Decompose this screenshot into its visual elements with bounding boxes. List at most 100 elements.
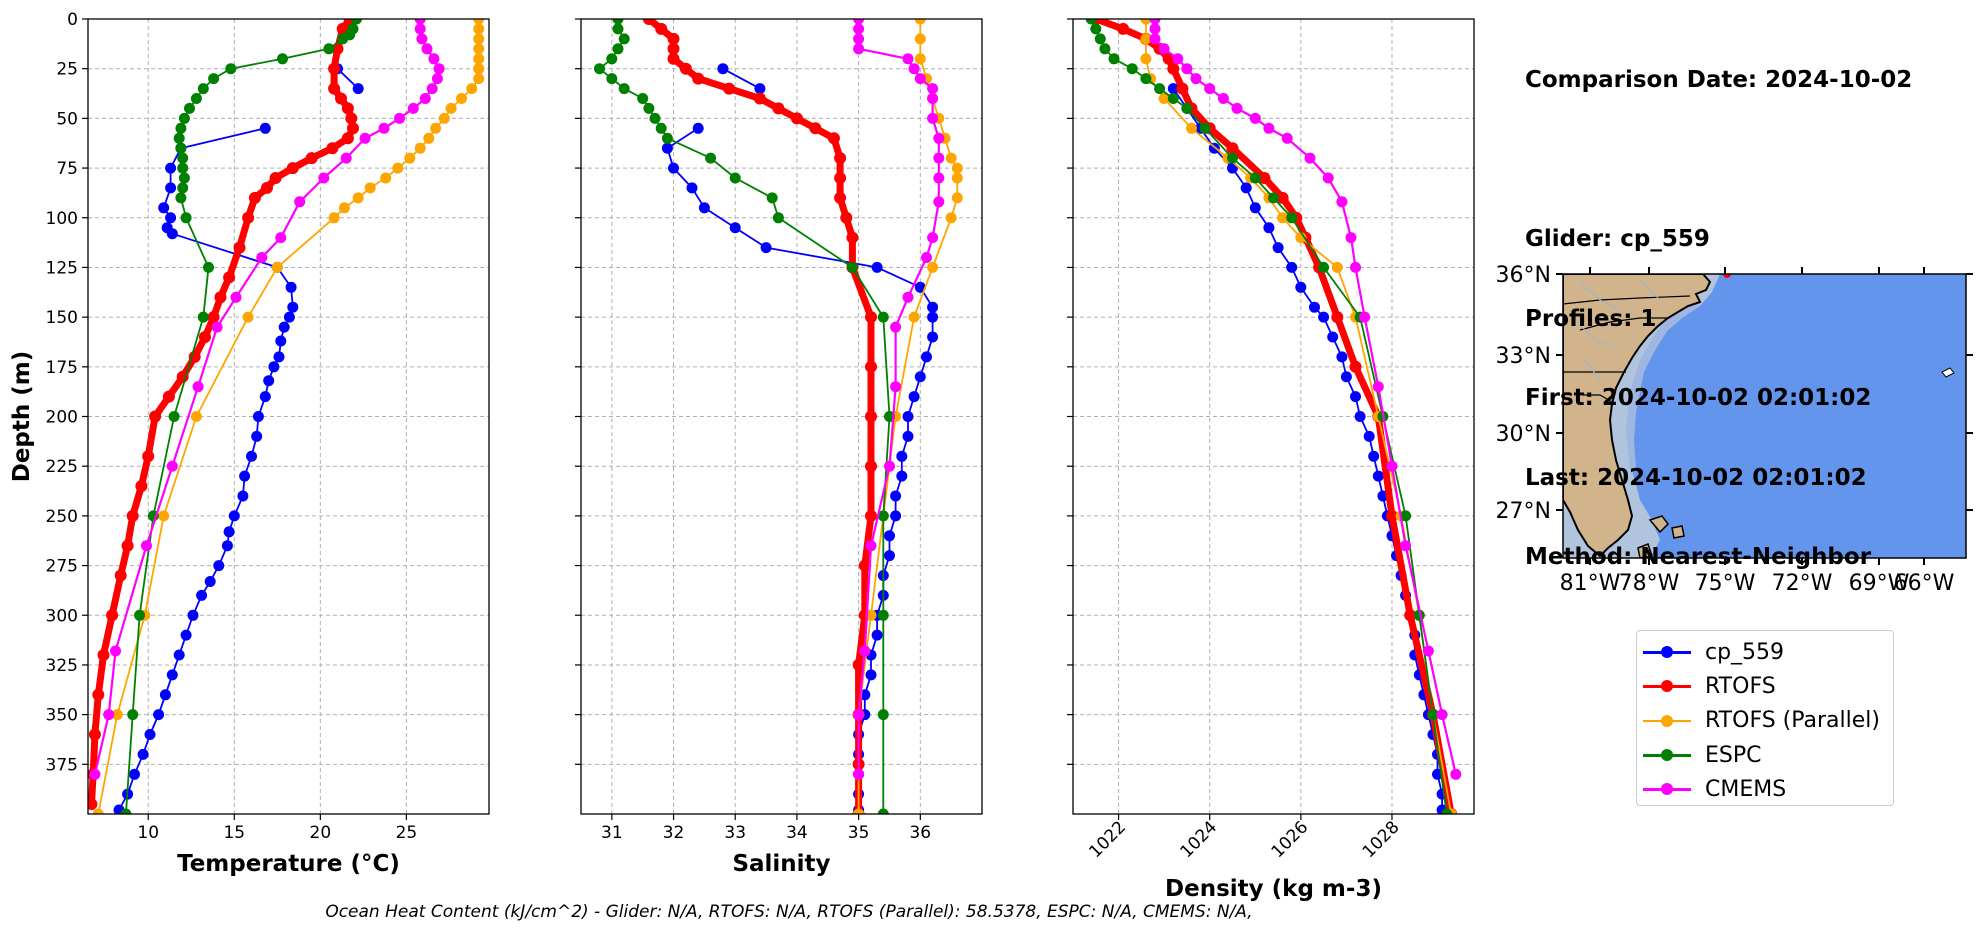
data-point-espc: [1400, 510, 1412, 522]
data-point-cmems: [908, 63, 920, 75]
data-point-espc: [180, 212, 192, 224]
data-point-rtofs-parallel: [111, 709, 123, 721]
series-group: [88, 19, 485, 814]
data-point-cmems: [428, 53, 440, 65]
data-point-cp-559: [1227, 162, 1238, 174]
data-point-cmems: [1149, 33, 1161, 45]
lon-tick-label: 66°W: [1894, 571, 1955, 596]
data-point-rtofs: [809, 122, 822, 135]
data-point-rtofs-parallel: [853, 808, 865, 814]
data-point-rtofs: [642, 19, 655, 25]
x-tick-label: 25: [396, 823, 418, 843]
data-point-espc: [772, 212, 784, 224]
data-point-cmems: [1190, 73, 1202, 85]
data-point-rtofs-parallel: [445, 102, 457, 114]
data-point-espc: [649, 112, 661, 124]
data-point-espc: [1268, 192, 1279, 204]
data-point-rtofs: [269, 172, 282, 184]
data-point-rtofs-parallel: [438, 112, 450, 124]
data-point-rtofs: [207, 311, 220, 324]
data-point-espc: [1140, 73, 1152, 85]
data-point-espc: [877, 709, 889, 721]
data-point-espc: [208, 73, 220, 85]
data-point-espc: [168, 411, 180, 422]
data-point-cmems: [933, 172, 945, 184]
profile-count: Profiles: 1: [1525, 305, 1657, 332]
data-point-rtofs: [88, 798, 98, 811]
data-point-cp-559: [717, 63, 729, 75]
data-point-cmems: [1281, 132, 1293, 144]
y-tick-label: 0: [67, 10, 78, 30]
data-point-rtofs: [347, 122, 359, 135]
data-point-cmems: [294, 196, 306, 208]
data-point-espc: [877, 609, 889, 621]
data-point-rtofs: [865, 410, 877, 423]
data-point-cmems: [421, 43, 433, 55]
data-point-rtofs-parallel: [951, 162, 963, 174]
data-point-espc: [177, 182, 189, 194]
data-point-rtofs: [149, 410, 162, 423]
data-point-rtofs-parallel: [473, 19, 485, 25]
data-point-cmems: [256, 252, 268, 263]
data-point-cp-559: [1368, 450, 1380, 462]
data-point-cp-559: [239, 470, 251, 482]
data-point-cmems: [1372, 381, 1384, 393]
data-point-rtofs-parallel: [414, 142, 426, 154]
map-land: [1563, 274, 1712, 558]
data-point-cmems: [1158, 43, 1170, 55]
data-point-rtofs-parallel: [1140, 19, 1152, 25]
data-point-espc: [127, 709, 139, 721]
data-point-cp-559: [173, 649, 185, 661]
legend-item-rtofs-parallel: RTOFS (Parallel): [1637, 704, 1893, 738]
series-line-rtofs: [88, 19, 357, 805]
data-point-espc: [1318, 261, 1330, 273]
map-frame: [1562, 273, 1967, 559]
data-point-espc: [175, 142, 187, 154]
data-point-cp-559: [914, 371, 926, 383]
data-point-espc: [175, 192, 187, 204]
x-axis-label: Density (kg m-3): [1165, 876, 1382, 902]
data-point-rtofs-parallel: [190, 411, 202, 422]
data-point-cmems: [414, 23, 426, 35]
data-point-cmems: [890, 381, 902, 393]
data-point-cp-559: [1354, 411, 1366, 422]
legend-marker: [1643, 745, 1691, 765]
data-point-espc: [323, 43, 335, 55]
data-point-rtofs: [261, 181, 273, 194]
data-point-cp-559: [259, 122, 271, 134]
data-point-rtofs: [834, 172, 847, 184]
data-point-cmems: [853, 33, 865, 45]
data-point-rtofs: [852, 658, 865, 671]
data-point-cp-559: [1272, 242, 1284, 254]
data-point-cmems: [1172, 53, 1184, 65]
data-point-cmems: [1231, 102, 1243, 114]
data-point-rtofs: [233, 241, 246, 254]
x-tick-label: 1026: [1268, 817, 1313, 862]
data-point-cmems: [1386, 460, 1398, 472]
method: Method: Nearest-Neighbor: [1525, 544, 1872, 570]
data-point-rtofs-parallel: [456, 93, 467, 104]
data-point-espc: [1108, 53, 1120, 65]
data-point-cmems: [192, 381, 204, 393]
data-point-rtofs: [1404, 609, 1417, 622]
x-tick-label: 33: [724, 823, 746, 843]
data-point-cmems: [1450, 768, 1462, 780]
data-point-rtofs: [865, 509, 877, 522]
data-point-cp-559: [204, 576, 216, 587]
data-point-cp-559: [1340, 371, 1352, 383]
data-point-cp-559: [1295, 281, 1307, 293]
data-point-cmems: [419, 93, 431, 104]
data-point-espc: [606, 53, 618, 65]
x-tick-label: 34: [786, 823, 808, 843]
data-point-rtofs-parallel: [392, 162, 404, 174]
data-point-cmems: [431, 73, 443, 85]
data-point-cp-559: [153, 709, 165, 721]
data-point-cp-559: [1372, 470, 1384, 482]
data-point-rtofs: [242, 211, 255, 224]
x-tick-label: 20: [310, 823, 332, 843]
y-tick-label: 75: [56, 159, 78, 179]
series-line-cp-559: [722, 67, 761, 90]
data-point-cmems: [426, 83, 438, 95]
data-point-rtofs-parallel: [1140, 53, 1152, 65]
data-point-cp-559: [237, 490, 249, 502]
